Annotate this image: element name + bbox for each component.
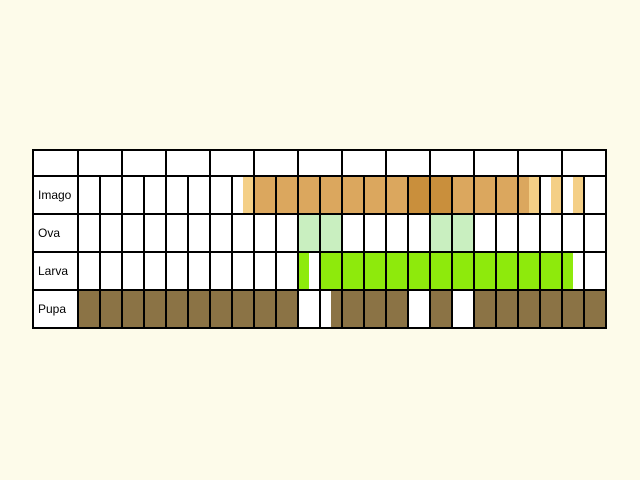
imago-period xyxy=(496,176,529,214)
stage-label-ova: Ova xyxy=(38,226,60,240)
imago-period xyxy=(551,176,562,214)
stage-labels: Imago Ova Larva Pupa xyxy=(38,188,72,316)
imago-period xyxy=(243,176,254,214)
stage-label-larva: Larva xyxy=(38,264,68,278)
larva-period xyxy=(298,252,309,290)
pupa-period xyxy=(430,290,452,328)
imago-period xyxy=(573,176,584,214)
stage-label-imago: Imago xyxy=(38,188,72,202)
stage-label-pupa: Pupa xyxy=(38,302,66,316)
imago-period xyxy=(529,176,540,214)
grid-lines xyxy=(32,149,607,329)
larva-period xyxy=(320,252,573,290)
pupa-period xyxy=(331,290,408,328)
imago-period xyxy=(254,176,276,214)
